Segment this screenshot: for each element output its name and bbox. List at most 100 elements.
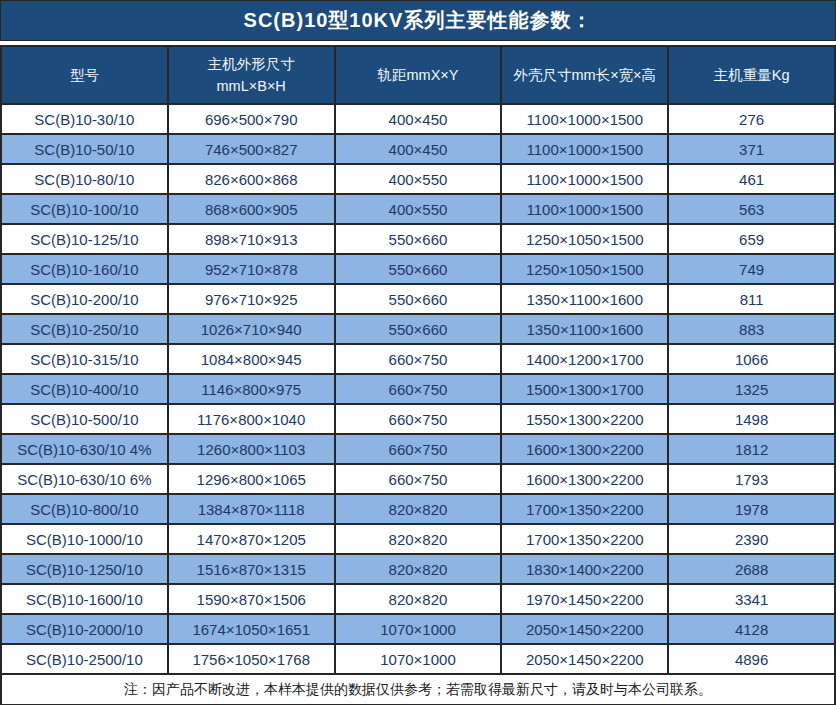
table-cell: 1100×1000×1500 bbox=[501, 194, 668, 224]
table-cell: 1550×1300×2200 bbox=[501, 404, 668, 434]
table-cell: 2050×1450×2200 bbox=[501, 614, 668, 644]
table-cell: 1070×1000 bbox=[335, 614, 502, 644]
table-cell: 1100×1000×1500 bbox=[501, 164, 668, 194]
table-cell: 4896 bbox=[668, 644, 835, 674]
table-cell: SC(B)10-2500/10 bbox=[1, 644, 168, 674]
table-cell: 1384×870×1118 bbox=[168, 494, 335, 524]
table-cell: 1516×870×1315 bbox=[168, 554, 335, 584]
table-cell: 820×820 bbox=[335, 584, 502, 614]
header-row: 型号 主机外形尺寸 mmL×B×H 轨距mmX×Y 外壳尺寸mm长×宽×高 主机… bbox=[1, 46, 835, 104]
table-body: SC(B)10-30/10696×500×790400×4501100×1000… bbox=[1, 104, 835, 674]
table-cell: SC(B)10-80/10 bbox=[1, 164, 168, 194]
table-cell: 1830×1400×2200 bbox=[501, 554, 668, 584]
header-track-gauge: 轨距mmX×Y bbox=[335, 46, 502, 104]
table-cell: SC(B)10-400/10 bbox=[1, 374, 168, 404]
table-cell: 659 bbox=[668, 224, 835, 254]
table-cell: SC(B)10-630/10 6% bbox=[1, 464, 168, 494]
table-cell: 820×820 bbox=[335, 494, 502, 524]
table-cell: 1070×1000 bbox=[335, 644, 502, 674]
header-main-weight: 主机重量Kg bbox=[668, 46, 835, 104]
table-cell: 1100×1000×1500 bbox=[501, 104, 668, 134]
table-row: SC(B)10-2000/101674×1050×16511070×100020… bbox=[1, 614, 835, 644]
table-row: SC(B)10-80/10826×600×868400×5501100×1000… bbox=[1, 164, 835, 194]
table-cell: 868×600×905 bbox=[168, 194, 335, 224]
table-cell: 746×500×827 bbox=[168, 134, 335, 164]
table-row: SC(B)10-250/101026×710×940550×6601350×11… bbox=[1, 314, 835, 344]
table-cell: 461 bbox=[668, 164, 835, 194]
header-main-dimensions: 主机外形尺寸 mmL×B×H bbox=[168, 46, 335, 104]
header-model: 型号 bbox=[1, 46, 168, 104]
table-cell: SC(B)10-30/10 bbox=[1, 104, 168, 134]
table-cell: 1400×1200×1700 bbox=[501, 344, 668, 374]
table-cell: SC(B)10-50/10 bbox=[1, 134, 168, 164]
table-cell: SC(B)10-125/10 bbox=[1, 224, 168, 254]
table-cell: 4128 bbox=[668, 614, 835, 644]
table-cell: SC(B)10-630/10 4% bbox=[1, 434, 168, 464]
table-cell: 371 bbox=[668, 134, 835, 164]
table-cell: 1350×1100×1600 bbox=[501, 314, 668, 344]
table-cell: 3341 bbox=[668, 584, 835, 614]
footer-note: 注：因产品不断改进，本样本提供的数据仅供参考；若需取得最新尺寸，请及时与本公司联… bbox=[1, 674, 835, 705]
table-cell: SC(B)10-200/10 bbox=[1, 284, 168, 314]
table-cell: 1350×1100×1600 bbox=[501, 284, 668, 314]
table-cell: 660×750 bbox=[335, 374, 502, 404]
table-cell: 1026×710×940 bbox=[168, 314, 335, 344]
table-cell: 550×660 bbox=[335, 314, 502, 344]
table-cell: 1296×800×1065 bbox=[168, 464, 335, 494]
table-cell: 1250×1050×1500 bbox=[501, 254, 668, 284]
table-row: SC(B)10-30/10696×500×790400×4501100×1000… bbox=[1, 104, 835, 134]
table-cell: 1260×800×1103 bbox=[168, 434, 335, 464]
table-cell: 563 bbox=[668, 194, 835, 224]
table-cell: 2390 bbox=[668, 524, 835, 554]
table-cell: 660×750 bbox=[335, 434, 502, 464]
table-cell: 1250×1050×1500 bbox=[501, 224, 668, 254]
table-cell: 400×550 bbox=[335, 194, 502, 224]
table-cell: SC(B)10-160/10 bbox=[1, 254, 168, 284]
table-row: SC(B)10-100/10868×600×905400×5501100×100… bbox=[1, 194, 835, 224]
table-cell: 1470×870×1205 bbox=[168, 524, 335, 554]
table-cell: SC(B)10-800/10 bbox=[1, 494, 168, 524]
table-cell: 660×750 bbox=[335, 344, 502, 374]
table-cell: SC(B)10-1250/10 bbox=[1, 554, 168, 584]
table-cell: SC(B)10-250/10 bbox=[1, 314, 168, 344]
table-cell: 976×710×925 bbox=[168, 284, 335, 314]
table-cell: 1793 bbox=[668, 464, 835, 494]
note-row: 注：因产品不断改进，本样本提供的数据仅供参考；若需取得最新尺寸，请及时与本公司联… bbox=[1, 674, 835, 705]
table-row: SC(B)10-2500/101756×1050×17681070×100020… bbox=[1, 644, 835, 674]
table-cell: 1978 bbox=[668, 494, 835, 524]
parameters-table: 型号 主机外形尺寸 mmL×B×H 轨距mmX×Y 外壳尺寸mm长×宽×高 主机… bbox=[0, 45, 836, 705]
table-cell: 400×450 bbox=[335, 104, 502, 134]
table-row: SC(B)10-200/10976×710×925550×6601350×110… bbox=[1, 284, 835, 314]
table-cell: 696×500×790 bbox=[168, 104, 335, 134]
table-row: SC(B)10-630/10 4%1260×800×1103660×750160… bbox=[1, 434, 835, 464]
table-cell: 1066 bbox=[668, 344, 835, 374]
table-cell: 1590×870×1506 bbox=[168, 584, 335, 614]
table-cell: 550×660 bbox=[335, 284, 502, 314]
table-cell: 1970×1450×2200 bbox=[501, 584, 668, 614]
table-cell: 898×710×913 bbox=[168, 224, 335, 254]
table-header: 型号 主机外形尺寸 mmL×B×H 轨距mmX×Y 外壳尺寸mm长×宽×高 主机… bbox=[1, 46, 835, 104]
table-cell: 550×660 bbox=[335, 254, 502, 284]
header-shell-dimensions: 外壳尺寸mm长×宽×高 bbox=[501, 46, 668, 104]
table-cell: 952×710×878 bbox=[168, 254, 335, 284]
table-cell: 1100×1000×1500 bbox=[501, 134, 668, 164]
table-cell: 1325 bbox=[668, 374, 835, 404]
table-cell: 660×750 bbox=[335, 404, 502, 434]
table-cell: 820×820 bbox=[335, 554, 502, 584]
table-cell: 1674×1050×1651 bbox=[168, 614, 335, 644]
table-cell: 811 bbox=[668, 284, 835, 314]
table-cell: 1812 bbox=[668, 434, 835, 464]
table-row: SC(B)10-125/10898×710×913550×6601250×105… bbox=[1, 224, 835, 254]
table-cell: 883 bbox=[668, 314, 835, 344]
table-cell: SC(B)10-1000/10 bbox=[1, 524, 168, 554]
table-cell: 1600×1300×2200 bbox=[501, 434, 668, 464]
table-cell: 1756×1050×1768 bbox=[168, 644, 335, 674]
page-title: SC(B)10型10KV系列主要性能参数： bbox=[0, 0, 836, 41]
table-cell: 660×750 bbox=[335, 464, 502, 494]
table-footer: 注：因产品不断改进，本样本提供的数据仅供参考；若需取得最新尺寸，请及时与本公司联… bbox=[1, 674, 835, 705]
table-row: SC(B)10-315/101084×800×945660×7501400×12… bbox=[1, 344, 835, 374]
table-cell: 1498 bbox=[668, 404, 835, 434]
table-cell: 749 bbox=[668, 254, 835, 284]
table-cell: 1500×1300×1700 bbox=[501, 374, 668, 404]
table-cell: 400×450 bbox=[335, 134, 502, 164]
